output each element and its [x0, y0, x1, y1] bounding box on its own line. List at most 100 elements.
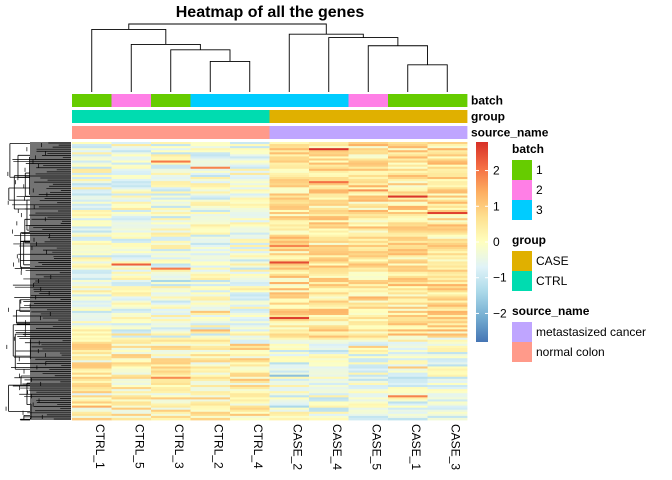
heatmap-cell — [388, 294, 428, 297]
heatmap-cell — [151, 164, 191, 168]
heatmap-cell — [427, 411, 468, 415]
heatmap-cell — [190, 284, 231, 287]
heatmap-cell — [388, 209, 428, 213]
heatmap-cell — [309, 302, 349, 306]
heatmap-cell — [111, 298, 152, 301]
heatmap-cell — [427, 314, 468, 318]
annotation-cell-batch — [388, 94, 428, 107]
heatmap-cell — [427, 238, 468, 242]
heatmap-cell — [190, 162, 231, 166]
heatmap-cell — [151, 220, 191, 223]
heatmap-cell — [427, 399, 468, 402]
heatmap-cell — [309, 146, 349, 149]
heatmap-cell — [230, 160, 270, 163]
heatmap-cell — [111, 300, 152, 304]
heatmap-cell — [427, 249, 468, 252]
heatmap-cell — [230, 277, 270, 281]
heatmap-cell — [348, 341, 389, 345]
heatmap-cell — [427, 168, 468, 172]
heatmap-cell — [72, 417, 112, 421]
heatmap-cell — [309, 325, 349, 328]
heatmap-cell — [348, 205, 389, 209]
heatmap-cell — [190, 269, 231, 273]
heatmap-cell — [309, 249, 349, 252]
heatmap-cell — [190, 370, 231, 374]
heatmap-cell — [151, 415, 191, 419]
heatmap-cell — [348, 331, 389, 334]
heatmap-cell — [151, 193, 191, 196]
heatmap-cell — [427, 327, 468, 330]
heatmap-cell — [388, 339, 428, 343]
heatmap-cell — [309, 257, 349, 260]
heatmap-cell — [309, 253, 349, 256]
heatmap-cell — [72, 288, 112, 291]
heatmap-cell — [269, 197, 310, 201]
heatmap-cell — [348, 399, 389, 402]
heatmap-cell — [348, 247, 389, 250]
heatmap-cell — [190, 306, 231, 310]
heatmap-cell — [427, 265, 468, 269]
heatmap-cell — [388, 368, 428, 371]
heatmap-cell — [230, 409, 270, 413]
heatmap-cell — [388, 393, 428, 396]
heatmap-cell — [269, 158, 310, 161]
heatmap-cell — [388, 185, 428, 188]
heatmap-cell — [111, 187, 152, 190]
heatmap-cell — [230, 358, 270, 361]
heatmap-cell — [348, 199, 389, 203]
heatmap-cell — [190, 321, 231, 324]
heatmap-cell — [151, 395, 191, 398]
heatmap-cell — [427, 232, 468, 236]
heatmap-cell — [190, 417, 231, 421]
heatmap-cell — [348, 364, 389, 367]
heatmap-cell — [190, 247, 231, 250]
heatmap-cell — [309, 197, 349, 201]
heatmap-cell — [309, 242, 349, 246]
heatmap-cell — [72, 230, 112, 234]
heatmap-cell — [348, 181, 389, 184]
heatmap-cell — [230, 189, 270, 192]
heatmap-cell — [348, 372, 389, 376]
heatmap-cell — [388, 226, 428, 229]
heatmap-cell — [72, 261, 112, 264]
heatmap-cell — [427, 288, 468, 291]
annotation-label-batch: batch — [471, 94, 503, 108]
heatmap-cell — [190, 302, 231, 306]
heatmap-cell — [111, 380, 152, 384]
heatmap-cell — [230, 333, 270, 336]
heatmap-cell — [269, 185, 310, 188]
heatmap-cell — [427, 271, 468, 275]
heatmap-cell — [151, 345, 191, 349]
heatmap-cell — [269, 214, 310, 217]
heatmap-cell — [427, 226, 468, 229]
heatmap-cell — [388, 290, 428, 293]
heatmap-cell — [388, 203, 428, 207]
heatmap-cell — [348, 321, 389, 324]
heatmap-cell — [151, 323, 191, 326]
heatmap-cell — [388, 312, 428, 316]
heatmap-cell — [190, 397, 231, 400]
heatmap-cell — [427, 294, 468, 297]
heatmap-cell — [427, 203, 468, 207]
heatmap-cell — [111, 249, 152, 252]
heatmap-cell — [151, 265, 191, 269]
annotation-cell-group — [348, 110, 389, 123]
heatmap-cell — [151, 331, 191, 334]
heatmap-cell — [269, 407, 310, 411]
heatmap-cell — [230, 269, 270, 273]
heatmap-cell — [388, 251, 428, 254]
legend-label: 3 — [536, 203, 543, 217]
heatmap-cell — [190, 296, 231, 299]
heatmap-cell — [72, 321, 112, 324]
heatmap-cell — [309, 189, 349, 192]
color-scale-bar — [476, 142, 488, 342]
heatmap-cell — [269, 207, 310, 211]
heatmap-cell — [111, 329, 152, 332]
heatmap-cell — [427, 360, 468, 363]
heatmap-cell — [230, 234, 270, 238]
heatmap-cell — [151, 251, 191, 254]
heatmap-cell — [151, 282, 191, 285]
heatmap-cell — [388, 415, 428, 419]
column-label: CASE_3 — [448, 424, 462, 470]
heatmap-cell — [72, 166, 112, 170]
